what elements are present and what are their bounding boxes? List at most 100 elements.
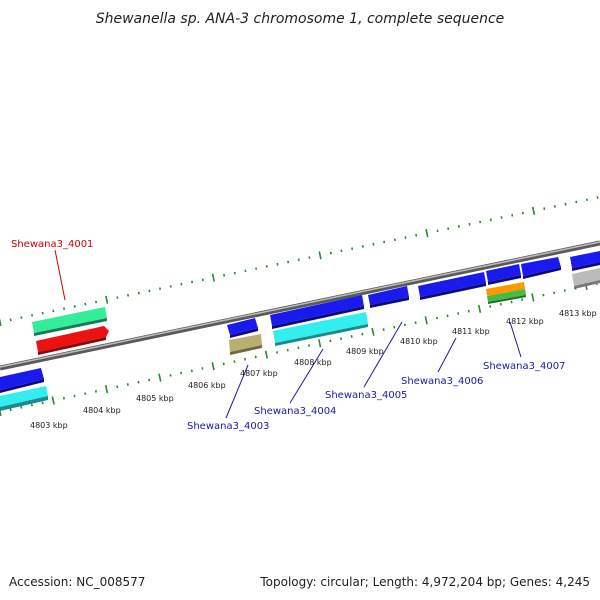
feature-blue-4006[interactable] <box>418 272 486 300</box>
track-tick <box>297 258 300 262</box>
track-tick <box>52 309 55 313</box>
track-tick <box>276 351 279 354</box>
track-tick <box>95 300 98 304</box>
ruler-label: 4813 kbp <box>559 309 597 318</box>
track-tick <box>84 392 87 395</box>
track-tick <box>201 278 204 282</box>
ruler-label: 4807 kbp <box>240 369 278 378</box>
feature-gray-right[interactable] <box>572 268 600 289</box>
ruler-label: 4811 kbp <box>452 327 490 336</box>
gene-label[interactable]: Shewana3_4003 <box>187 421 269 432</box>
track-tick <box>318 339 322 348</box>
track-tick <box>436 229 439 233</box>
track-tick <box>543 207 546 210</box>
track-tick <box>276 262 279 266</box>
feature-khaki-4003[interactable] <box>229 334 262 355</box>
gene-label[interactable]: Shewana3_4005 <box>325 390 407 401</box>
track-tick <box>521 211 524 215</box>
track-tick <box>287 260 290 264</box>
ruler-label: 4804 kbp <box>83 406 121 415</box>
feature-cyan-left[interactable] <box>0 386 48 411</box>
feature-blue-left-upper[interactable] <box>0 368 44 393</box>
track-tick <box>9 318 12 322</box>
track-tick <box>531 206 536 215</box>
feature-blue-right[interactable] <box>521 257 561 279</box>
track-tick <box>20 316 23 319</box>
gene-label[interactable]: Shewana3_4001 <box>11 239 93 250</box>
track-tick <box>148 378 151 382</box>
ruler-labels: 4803 kbp 4804 kbp 4805 kbp 4806 kbp 4807 kbp… <box>30 309 597 430</box>
track-tick <box>9 408 12 412</box>
track-tick <box>500 216 503 219</box>
track-tick <box>308 256 311 259</box>
track-tick <box>457 225 460 228</box>
track-tick <box>350 335 353 338</box>
track-tick <box>542 293 545 297</box>
feature-orange-4007[interactable] <box>486 282 525 296</box>
track-tick <box>403 323 406 327</box>
track-tick <box>63 307 66 310</box>
track-tick <box>382 328 385 331</box>
track-tick <box>137 380 140 384</box>
track-tick <box>223 273 226 277</box>
ruler-label: 4809 kbp <box>346 347 384 356</box>
track-tick <box>159 287 162 290</box>
track-tick <box>180 371 183 375</box>
feature-blue-4004[interactable] <box>270 295 364 329</box>
feature-green-4007[interactable] <box>487 289 526 304</box>
track-tick <box>446 314 449 318</box>
track-tick <box>521 298 524 302</box>
track-tick <box>553 205 556 208</box>
track-tick <box>233 360 236 363</box>
track-tick <box>116 296 119 299</box>
track-tick <box>116 385 119 389</box>
gene-label[interactable]: Shewana3_4004 <box>254 406 336 417</box>
ruler-label: 4805 kbp <box>136 394 174 403</box>
gene-label[interactable]: Shewana3_4006 <box>401 376 483 387</box>
reverse-strand-features <box>229 268 600 355</box>
feature-teal[interactable] <box>32 307 107 336</box>
track-tick <box>127 293 130 297</box>
gene-label[interactable]: Shewana3_4007 <box>483 361 565 372</box>
track-tick <box>84 302 87 306</box>
accession-label: Accession: NC_008577 <box>9 575 145 589</box>
track-tick <box>169 285 172 288</box>
track-tick <box>41 401 44 405</box>
track-tick <box>563 289 566 292</box>
track-tick <box>137 291 140 295</box>
track-tick <box>447 227 450 230</box>
track-tick <box>0 318 2 327</box>
gene-leader-line <box>225 364 249 419</box>
gene-leader-line <box>363 321 403 388</box>
track-tick <box>489 218 492 222</box>
track-tick <box>31 314 34 317</box>
track-tick <box>244 357 247 361</box>
feature-blue-4003[interactable] <box>227 318 258 338</box>
track-tick <box>222 362 225 366</box>
feature-blue-edge[interactable] <box>570 251 600 271</box>
feature-blue-4007[interactable] <box>486 264 521 285</box>
track-tick <box>340 337 343 341</box>
track-tick <box>190 369 193 373</box>
feature-cyan-4004[interactable] <box>273 312 368 346</box>
inner-tick-track <box>0 281 598 417</box>
forward-strand-features <box>0 251 600 411</box>
track-tick <box>468 222 471 226</box>
gene-leader-line <box>54 249 66 301</box>
track-tick <box>201 367 204 370</box>
track-tick <box>318 251 322 260</box>
track-tick <box>361 245 364 248</box>
track-tick <box>415 233 418 237</box>
track-tick <box>30 403 33 407</box>
chromosome-backbone <box>0 240 600 371</box>
feature-shewana3-4001[interactable] <box>36 326 109 355</box>
track-tick <box>467 309 470 313</box>
track-tick <box>531 293 535 302</box>
feature-blue-4005[interactable] <box>368 286 409 308</box>
gene-leader-line <box>509 321 522 358</box>
track-tick <box>233 271 236 275</box>
track-tick <box>20 406 23 409</box>
track-tick <box>254 355 257 359</box>
